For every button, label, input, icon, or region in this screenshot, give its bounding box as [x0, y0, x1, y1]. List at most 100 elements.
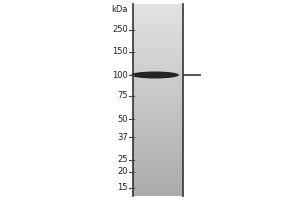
Bar — [133, 130, 183, 131]
Bar — [133, 99, 183, 100]
Bar — [133, 134, 183, 135]
Bar — [133, 94, 183, 95]
Bar — [133, 111, 183, 112]
Bar — [133, 115, 183, 116]
Bar — [133, 28, 183, 29]
Bar — [133, 100, 183, 101]
Bar — [133, 185, 183, 186]
Bar — [133, 50, 183, 51]
Bar — [133, 110, 183, 111]
Bar — [133, 16, 183, 17]
Bar — [133, 86, 183, 87]
Bar — [133, 37, 183, 38]
Bar — [133, 66, 183, 67]
Bar — [133, 13, 183, 14]
Text: kDa: kDa — [112, 5, 128, 15]
Bar — [133, 174, 183, 175]
Bar — [133, 116, 183, 117]
Bar — [133, 108, 183, 109]
Bar — [133, 191, 183, 192]
Bar — [133, 133, 183, 134]
Bar — [133, 91, 183, 92]
Bar — [133, 149, 183, 150]
Bar — [133, 52, 183, 53]
Bar — [133, 140, 183, 141]
Bar — [133, 182, 183, 183]
Bar — [133, 104, 183, 105]
Bar — [133, 54, 183, 55]
Bar — [133, 4, 183, 5]
Bar — [133, 103, 183, 104]
Bar — [133, 190, 183, 191]
Bar — [133, 125, 183, 126]
Bar — [133, 55, 183, 56]
Bar — [133, 15, 183, 16]
Bar — [133, 155, 183, 156]
Bar — [133, 166, 183, 167]
Bar — [133, 173, 183, 174]
Bar — [133, 150, 183, 151]
Bar — [133, 170, 183, 171]
Bar — [133, 58, 183, 59]
Bar — [133, 141, 183, 142]
Bar — [133, 10, 183, 11]
Bar — [133, 95, 183, 96]
Bar — [133, 162, 183, 163]
Bar — [133, 171, 183, 172]
Bar — [133, 9, 183, 10]
Bar — [133, 20, 183, 21]
Bar — [133, 194, 183, 195]
Bar — [133, 172, 183, 173]
Bar — [133, 46, 183, 47]
Bar — [133, 163, 183, 164]
Text: 75: 75 — [117, 92, 128, 100]
Bar — [133, 148, 183, 149]
Bar — [133, 88, 183, 89]
Bar — [133, 153, 183, 154]
Bar — [133, 167, 183, 168]
Bar — [133, 45, 183, 46]
Bar — [133, 19, 183, 20]
Bar — [133, 184, 183, 185]
Bar — [133, 33, 183, 34]
Bar — [133, 43, 183, 44]
Bar — [133, 90, 183, 91]
Bar — [133, 168, 183, 169]
Bar — [133, 34, 183, 35]
Bar — [133, 14, 183, 15]
Bar — [133, 65, 183, 66]
Bar — [133, 122, 183, 123]
Bar — [133, 42, 183, 43]
Bar — [133, 22, 183, 23]
Bar — [133, 17, 183, 18]
Bar — [133, 189, 183, 190]
Bar — [133, 105, 183, 106]
Text: 15: 15 — [118, 184, 128, 192]
Bar — [133, 6, 183, 7]
Bar — [133, 64, 183, 65]
Bar — [133, 192, 183, 193]
Text: 20: 20 — [118, 168, 128, 176]
Bar — [133, 7, 183, 8]
Bar — [133, 70, 183, 71]
Bar — [133, 175, 183, 176]
Bar — [133, 177, 183, 178]
Bar — [133, 183, 183, 184]
Bar — [133, 26, 183, 27]
Bar — [133, 145, 183, 146]
Bar — [133, 62, 183, 63]
Bar — [133, 186, 183, 187]
Text: 37: 37 — [117, 132, 128, 142]
Bar — [133, 114, 183, 115]
Bar — [133, 144, 183, 145]
Bar — [133, 135, 183, 136]
Bar — [133, 38, 183, 39]
Bar — [133, 131, 183, 132]
Bar — [133, 157, 183, 158]
Bar — [133, 59, 183, 60]
Bar — [133, 76, 183, 77]
Bar — [133, 11, 183, 12]
Bar — [133, 118, 183, 119]
Bar — [133, 120, 183, 121]
Bar — [133, 79, 183, 80]
